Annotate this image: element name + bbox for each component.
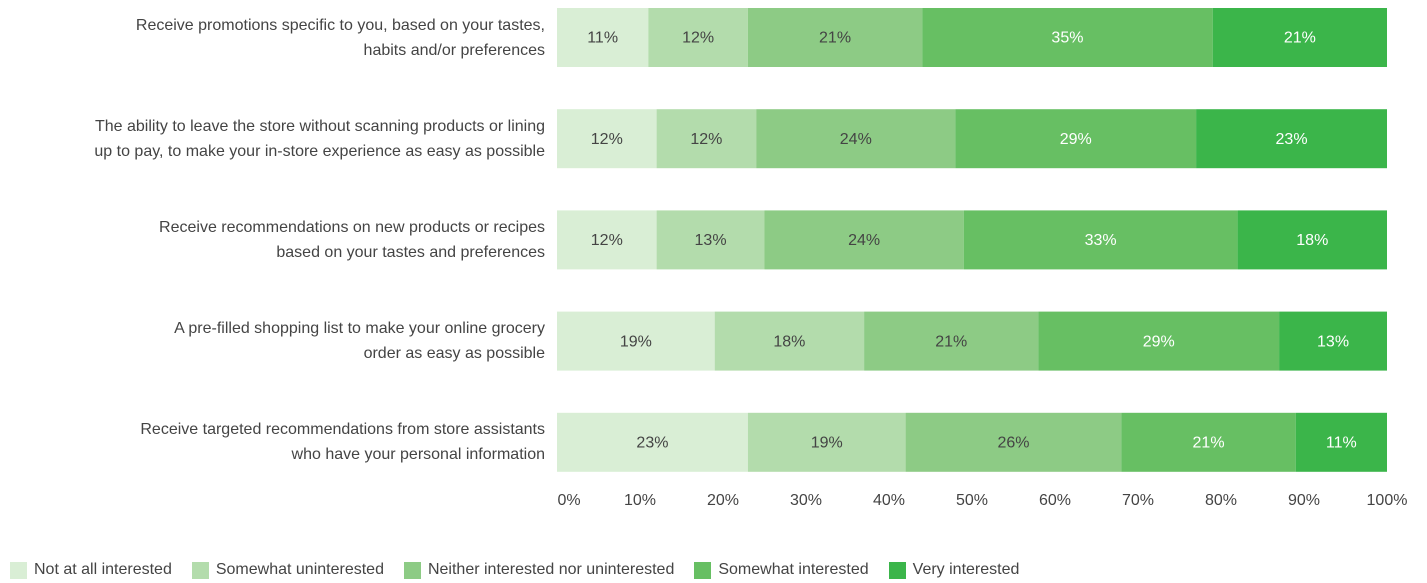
bar-segment [747,8,923,67]
legend-swatch [191,561,209,579]
legend-label: Not at all interested [34,561,172,578]
value-label: 12% [591,232,623,249]
value-label: 26% [997,435,1029,452]
legend-label: Somewhat uninterested [215,561,384,578]
bar-segment [1196,109,1387,169]
bar-segment [656,109,757,169]
x-tick-label: 10% [624,492,656,509]
x-tick-label: 100% [1367,492,1408,509]
x-tick-label: 60% [1039,492,1071,509]
bar-segment [656,210,765,270]
value-label: 21% [935,333,967,350]
value-label: 13% [695,232,727,249]
bar-segment [905,412,1122,472]
bar-segment [557,8,649,67]
value-label: 18% [1296,232,1328,249]
bar-segment [557,311,715,371]
value-label: 29% [1060,131,1092,148]
x-tick-label: 40% [873,492,905,509]
bar-segment [648,8,748,67]
value-label: 12% [682,30,714,47]
bar-segment [557,412,748,472]
bar-segment [1212,8,1387,67]
bar-segment [1121,412,1296,472]
category-label: Receive targeted recommendations from st… [140,421,545,464]
value-label: 24% [848,232,880,249]
legend-label: Neither interested nor uninterested [427,561,675,578]
category-label: Receive promotions specific to you, base… [135,16,545,59]
x-tick-label: 50% [956,492,988,509]
value-label: 19% [620,333,652,350]
bar-segment [747,412,906,472]
value-label: 12% [591,131,623,148]
legend: Not at all interested Somewhat uninterest… [10,561,1019,579]
value-label: 11% [1326,435,1357,452]
bar-segment [1237,210,1387,270]
legend-item: Somewhat interested [694,561,869,579]
bar-segment [922,8,1213,67]
bar-segment [714,311,865,371]
value-label: 18% [773,333,805,350]
category-label: Receive recommendations on new products … [159,218,545,261]
legend-swatch [10,561,27,579]
legend-item: Very interested [888,561,1020,579]
value-label: 23% [1276,131,1308,148]
bar-segment [963,210,1238,270]
legend-item: Not at all interested [10,561,172,579]
value-label: 12% [690,131,722,148]
bar-segment [557,210,657,270]
legend-swatch [888,561,906,579]
value-label: 21% [819,30,851,47]
legend-swatch [694,561,712,579]
bar-segment [955,109,1197,169]
x-tick-label: 70% [1122,492,1154,509]
value-label: 21% [1284,30,1316,47]
value-label: 19% [811,435,843,452]
bar-segment [1295,412,1387,472]
legend-item: Neither interested nor uninterested [403,561,675,579]
legend-item: Somewhat uninterested [191,561,384,579]
bar-segment [764,210,964,270]
x-tick-label: 0% [557,492,580,509]
category-label: The ability to leave the store without s… [94,117,545,160]
category-label: A pre-filled shopping list to make your … [174,320,545,363]
value-label: 13% [1317,333,1349,350]
bar-segment [1038,311,1280,371]
bar-segment [557,109,657,169]
value-label: 35% [1051,30,1083,47]
legend-swatch [403,561,421,579]
value-label: 24% [840,131,872,148]
bar-segment [864,311,1039,371]
legend-label: Very interested [912,561,1020,578]
bar-segment [756,109,956,169]
bar-segment [1279,311,1387,371]
value-label: 23% [636,435,668,452]
value-label: 33% [1085,232,1117,249]
x-tick-label: 30% [790,492,822,509]
value-label: 29% [1143,333,1175,350]
value-label: 11% [587,30,618,47]
x-tick-label: 90% [1288,492,1320,509]
legend-label: Somewhat interested [718,561,869,578]
x-tick-label: 80% [1205,492,1237,509]
x-tick-label: 20% [707,492,739,509]
value-label: 21% [1193,435,1225,452]
